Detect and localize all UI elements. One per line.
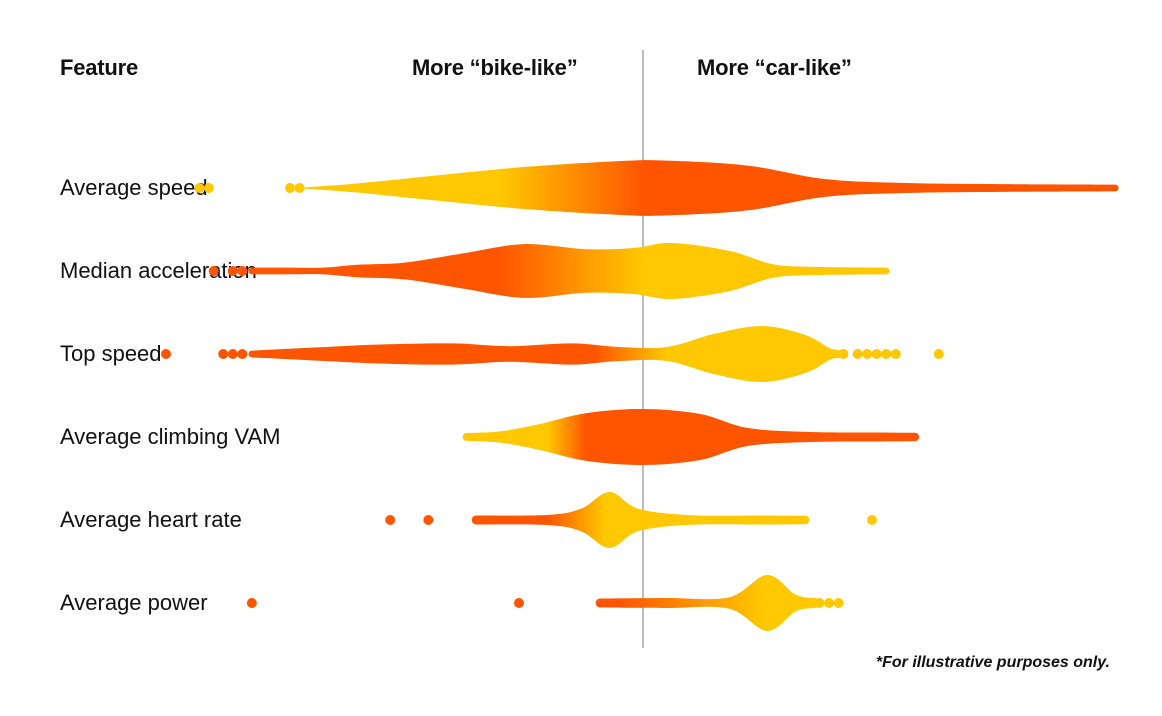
outlier-dot-top-speed-7 bbox=[871, 349, 882, 359]
violin-top-speed bbox=[248, 325, 843, 383]
feature-label-average-speed: Average speed bbox=[60, 175, 208, 200]
outlier-dot-average-power-0 bbox=[246, 598, 257, 608]
outlier-dot-top-speed-5 bbox=[852, 349, 863, 359]
outlier-dot-average-heart-rate-0 bbox=[385, 515, 396, 525]
footnote: *For illustrative purposes only. bbox=[875, 654, 1110, 671]
outlier-dot-top-speed-10 bbox=[933, 349, 944, 359]
feature-label-top-speed: Top speed bbox=[60, 341, 162, 366]
outlier-dot-top-speed-8 bbox=[881, 349, 892, 359]
outlier-dot-average-heart-rate-1 bbox=[423, 515, 434, 525]
outlier-dot-average-power-4 bbox=[833, 598, 844, 608]
header-feature: Feature bbox=[60, 55, 139, 80]
outlier-dot-average-speed-0 bbox=[194, 183, 205, 193]
feature-label-average-climbing-vam: Average climbing VAM bbox=[60, 424, 281, 449]
outlier-dot-average-power-3 bbox=[824, 598, 835, 608]
outlier-dot-average-speed-1 bbox=[203, 183, 214, 193]
feature-label-average-power: Average power bbox=[60, 590, 208, 615]
violin-average-power bbox=[595, 574, 820, 632]
outlier-dot-average-speed-2 bbox=[285, 183, 296, 193]
outlier-dot-median-acceleration-0 bbox=[208, 266, 219, 276]
outlier-dot-average-speed-3 bbox=[294, 183, 305, 193]
outlier-dot-median-acceleration-1 bbox=[227, 266, 238, 276]
feature-label-average-heart-rate: Average heart rate bbox=[60, 507, 242, 532]
violin-average-climbing-vam bbox=[462, 408, 920, 466]
outlier-dot-top-speed-1 bbox=[218, 349, 229, 359]
outlier-dot-top-speed-0 bbox=[161, 349, 171, 359]
violin-average-heart-rate bbox=[471, 492, 810, 548]
header-car-like: More “car-like” bbox=[697, 55, 852, 80]
feature-label-median-acceleration: Median acceleration bbox=[60, 258, 257, 283]
outlier-dot-average-power-2 bbox=[814, 598, 825, 608]
header-bike-like: More “bike-like” bbox=[412, 55, 578, 80]
outlier-dot-median-acceleration-2 bbox=[237, 266, 248, 276]
outlier-dot-top-speed-4 bbox=[838, 349, 849, 359]
outlier-dot-average-power-1 bbox=[513, 598, 524, 608]
outlier-dot-top-speed-2 bbox=[227, 349, 238, 359]
outlier-dot-top-speed-3 bbox=[237, 349, 248, 359]
outlier-dot-top-speed-9 bbox=[890, 349, 901, 359]
outlier-dot-average-heart-rate-2 bbox=[866, 515, 877, 525]
violin-median-acceleration bbox=[248, 242, 890, 300]
violin-marks bbox=[161, 160, 1119, 632]
violin-average-speed bbox=[303, 160, 1119, 216]
outlier-dot-top-speed-6 bbox=[862, 349, 873, 359]
